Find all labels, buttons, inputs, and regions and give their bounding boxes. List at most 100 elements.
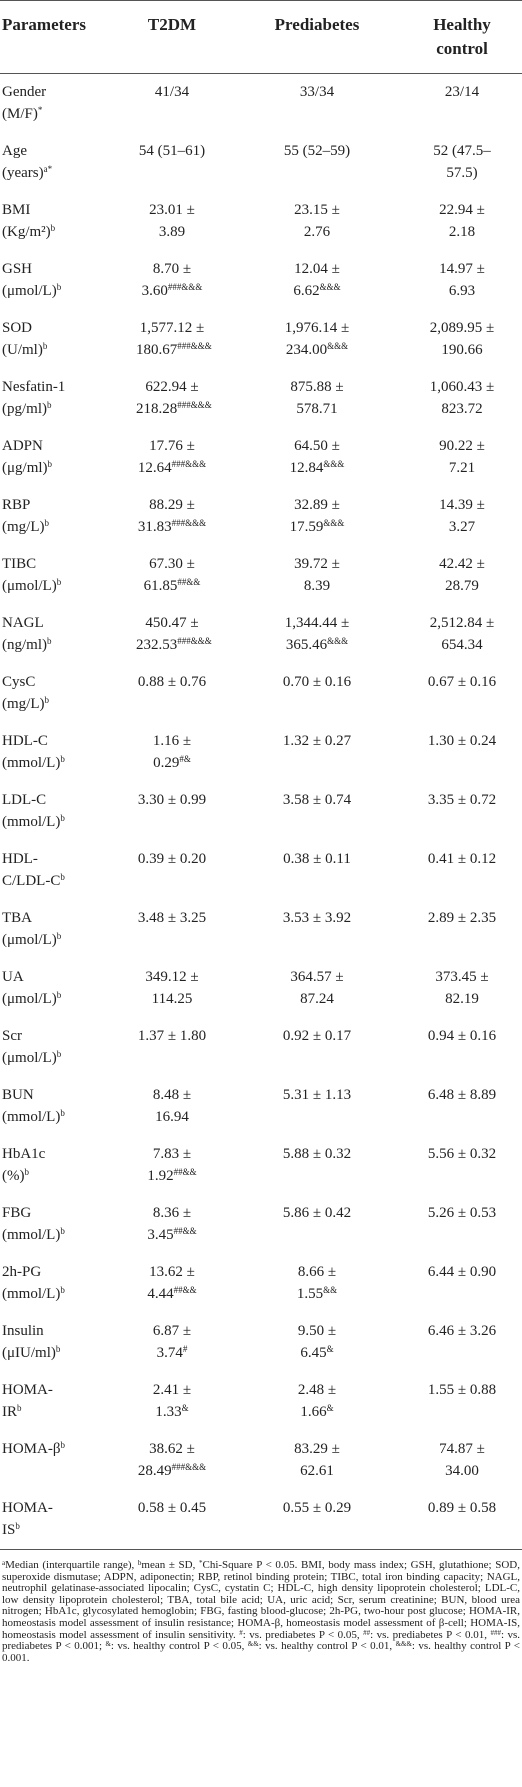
cell-text-wrap: RBP (mg/L)b [2, 494, 66, 538]
cell-text-wrap: 9.50 ± 6.45& [281, 1320, 353, 1364]
value-cell: 349.12 ± 114.25 [112, 959, 232, 1018]
parameter-cell: TBA (μmol/L)b [0, 900, 112, 959]
cell-text: 14.97 ± 6.93 [439, 261, 485, 299]
cell-text-wrap: 5.26 ± 0.53 [428, 1202, 496, 1224]
cell-text: 349.12 ± 114.25 [145, 969, 199, 1007]
cell-text-wrap: 3.30 ± 0.99 [138, 789, 206, 811]
superscript: b [60, 1285, 65, 1295]
cell-text: 5.88 ± 0.32 [282, 1146, 352, 1162]
cell-text-wrap: 3.58 ± 0.74 [283, 789, 351, 811]
cell-text: 39.72 ± 8.39 [294, 556, 340, 594]
cell-text-wrap: 33/34 [300, 81, 334, 103]
value-cell: 0.92 ± 0.17 [232, 1018, 402, 1077]
table-row: Scr (μmol/L)b 1.37 ± 1.80 0.92 ± 0.17 0.94 … [0, 1018, 522, 1077]
value-cell: 13.62 ± 4.44##&& [112, 1254, 232, 1313]
parameter-cell: 2h-PG (mmol/L)b [0, 1254, 112, 1313]
cell-text-wrap: 8.48 ± 16.94 [136, 1084, 208, 1128]
value-cell: 22.94 ± 2.18 [402, 192, 522, 251]
cell-text: FBG (mmol/L) [2, 1205, 61, 1243]
cell-text-wrap: 52 (47.5–57.5) [426, 140, 498, 184]
cell-text: 622.94 ± 218.28 [136, 379, 199, 417]
cell-text: 0.67 ± 0.16 [427, 674, 497, 690]
cell-text: 88.29 ± 31.83 [137, 497, 195, 535]
cell-text-wrap: 0.88 ± 0.76 [138, 671, 206, 693]
table-row: NAGL (ng/ml)b 450.47 ± 232.53###&&& 1,344.… [0, 605, 522, 664]
cell-text-wrap: 5.86 ± 0.42 [283, 1202, 351, 1224]
value-cell: 6.44 ± 0.90 [402, 1254, 522, 1313]
cell-text: 1,344.44 ± 365.46 [284, 615, 350, 653]
cell-text-wrap: 0.67 ± 0.16 [428, 671, 496, 693]
cell-text: 1.32 ± 0.27 [282, 733, 352, 749]
cell-text-wrap: 54 (51–61) [139, 140, 205, 162]
parameter-cell: Insulin (μIU/ml)b [0, 1313, 112, 1372]
cell-text-wrap: 0.92 ± 0.17 [283, 1025, 351, 1047]
cell-text-wrap: 875.88 ± 578.71 [281, 376, 353, 420]
header-cell: T2DM [112, 0, 232, 74]
value-cell: 1,577.12 ± 180.67###&&& [112, 310, 232, 369]
superscript: b [60, 1226, 65, 1236]
cell-text: HbA1c (%) [2, 1146, 46, 1184]
value-cell: 3.48 ± 3.25 [112, 900, 232, 959]
cell-text-wrap: 622.94 ± 218.28###&&& [136, 376, 212, 420]
cell-text-wrap: SOD (U/ml)b [2, 317, 66, 361]
value-cell: 0.89 ± 0.58 [402, 1490, 522, 1550]
value-cell: 373.45 ± 82.19 [402, 959, 522, 1018]
cell-text: 0.39 ± 0.20 [137, 851, 207, 867]
cell-text: 55 (52–59) [283, 143, 351, 159]
superscript: b [60, 813, 65, 823]
value-cell: 5.31 ± 1.13 [232, 1077, 402, 1136]
value-cell: 3.35 ± 0.72 [402, 782, 522, 841]
value-cell: 3.30 ± 0.99 [112, 782, 232, 841]
cell-text-wrap: 5.31 ± 1.13 [283, 1084, 351, 1106]
superscript: b [56, 931, 62, 941]
value-cell: 38.62 ± 28.49###&&& [112, 1431, 232, 1490]
superscript: ###&&& [167, 282, 203, 292]
value-cell: 5.26 ± 0.53 [402, 1195, 522, 1254]
cell-text-wrap: 2,089.95 ± 190.66 [426, 317, 498, 361]
cell-text: 0.70 ± 0.16 [282, 674, 352, 690]
cell-text: 1,577.12 ± 180.67 [136, 320, 205, 358]
cell-text: 0.58 ± 0.45 [137, 1500, 207, 1516]
cell-text: 6.44 ± 0.90 [427, 1264, 497, 1280]
cell-text-wrap: 0.38 ± 0.11 [283, 848, 351, 870]
cell-text-wrap: 1.55 ± 0.88 [428, 1379, 496, 1401]
cell-text: 8.36 ± 3.45 [147, 1205, 192, 1243]
cell-text-wrap: 6.44 ± 0.90 [428, 1261, 496, 1283]
table-row: TIBC (μmol/L)b 67.30 ± 61.85##&& 39.72 ± 8… [0, 546, 522, 605]
cell-text-wrap: 0.41 ± 0.12 [428, 848, 496, 870]
cell-text-wrap: Insulin (μIU/ml)b [2, 1320, 66, 1364]
cell-text-wrap: 14.39 ± 3.27 [426, 494, 498, 538]
cell-text: 12.04 ± 6.62 [293, 261, 340, 299]
table-row: RBP (mg/L)b 88.29 ± 31.83###&&& 32.89 ± 17… [0, 487, 522, 546]
superscript: b [15, 1521, 20, 1531]
cell-text-wrap: 64.50 ± 12.84&&& [281, 435, 353, 479]
cell-text: 2.89 ± 2.35 [427, 910, 497, 926]
parameter-cell: BUN (mmol/L)b [0, 1077, 112, 1136]
cell-text-wrap: 23.01 ± 3.89 [136, 199, 208, 243]
cell-text: BMI (Kg/m²) [2, 202, 51, 240]
cell-text: RBP (mg/L) [2, 497, 45, 535]
superscript: &&& [319, 282, 341, 292]
value-cell: 74.87 ± 34.00 [402, 1431, 522, 1490]
superscript: #& [179, 754, 191, 764]
header-cell: Healthy control [402, 0, 522, 74]
cell-text: 3.35 ± 0.72 [427, 792, 497, 808]
cell-text: 3.30 ± 0.99 [137, 792, 207, 808]
superscript: b [56, 577, 62, 587]
parameter-cell: SOD (U/ml)b [0, 310, 112, 369]
cell-text: 23/14 [444, 84, 480, 100]
value-cell: 1.16 ± 0.29#& [112, 723, 232, 782]
value-cell: 54 (51–61) [112, 133, 232, 192]
value-cell: 8.36 ± 3.45##&& [112, 1195, 232, 1254]
cell-text-wrap: UA (μmol/L)b [2, 966, 66, 1010]
cell-text: CysC (mg/L) [2, 674, 45, 712]
parameter-cell: CysC (mg/L)b [0, 664, 112, 723]
value-cell: 88.29 ± 31.83###&&& [112, 487, 232, 546]
value-cell: 0.67 ± 0.16 [402, 664, 522, 723]
cell-text-wrap: HOMA-ISb [2, 1497, 66, 1541]
value-cell: 1,344.44 ± 365.46&&& [232, 605, 402, 664]
cell-text-wrap: HDL-C (mmol/L)b [2, 730, 66, 774]
value-cell: 0.55 ± 0.29 [232, 1490, 402, 1550]
cell-text: Gender (M/F) [2, 84, 47, 122]
